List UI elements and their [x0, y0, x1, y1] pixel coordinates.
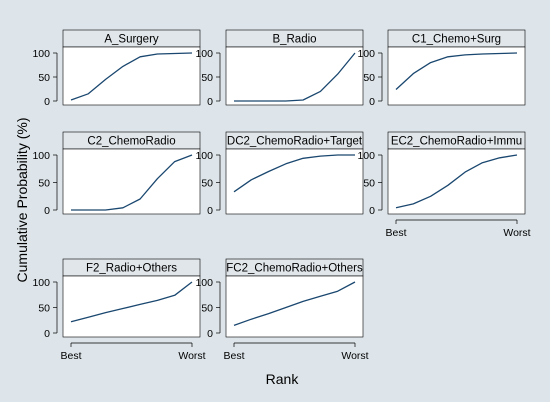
y-tick-label: 50 [201, 178, 213, 190]
series-line [70, 281, 193, 323]
y-tick-label: 50 [38, 303, 50, 315]
y-tick-label: 50 [363, 72, 375, 84]
y-tick-label: 0 [44, 328, 50, 340]
panel-title: FC2_ChemoRadio+Others [226, 263, 363, 275]
y-tick-label: 0 [207, 205, 213, 217]
x-tick-label: Worst [503, 227, 530, 239]
y-tick-label: 50 [363, 178, 375, 190]
y-tick-label: 0 [369, 96, 375, 108]
panel-title: DC2_ChemoRadio+Target [227, 136, 363, 148]
panel: C2_ChemoRadio 0 50 100 [32, 131, 201, 217]
y-tick-label: 50 [38, 178, 50, 190]
y-tick-label: 100 [32, 48, 50, 60]
x-tick-label: Best [223, 350, 244, 362]
panel-title: F2_Radio+Others [86, 263, 177, 275]
panel: EC2_ChemoRadio+Immu 0 50 100 Best Worst [357, 131, 531, 239]
panel: FC2_ChemoRadio+Others 0 50 100 Best Worst [195, 258, 369, 362]
plot-area [62, 148, 201, 215]
plot-area [225, 148, 364, 215]
y-tick-label: 0 [207, 328, 213, 340]
series-line [395, 154, 518, 209]
y-tick-label: 0 [44, 96, 50, 108]
series-line [233, 281, 356, 327]
x-tick-label: Best [60, 350, 81, 362]
panel: DC2_ChemoRadio+Target 0 50 100 [195, 131, 364, 217]
y-tick-label: 100 [357, 150, 375, 162]
y-tick-label: 50 [38, 72, 50, 84]
panel-title: C2_ChemoRadio [87, 136, 175, 148]
y-tick-label: 0 [207, 96, 213, 108]
y-tick-label: 100 [32, 277, 50, 289]
series-line [233, 154, 355, 193]
x-tick-label: Worst [341, 350, 368, 362]
y-axis-title: Cumulative Probability (%) [14, 118, 30, 283]
panel-grid: A_Surgery050100B_Radio050100C1_Chemo+Sur… [32, 29, 531, 362]
plot-area [387, 148, 526, 215]
y-tick-label: 0 [369, 205, 375, 217]
x-axis-title: Rank [266, 371, 300, 387]
series-line [70, 52, 193, 101]
y-tick-label: 50 [201, 72, 213, 84]
series-line [395, 52, 518, 90]
panel-title: EC2_ChemoRadio+Immu [391, 136, 522, 148]
y-tick-label: 100 [195, 277, 213, 289]
y-tick-label: 100 [32, 150, 50, 162]
y-tick-label: 100 [195, 48, 213, 60]
y-tick-label: 100 [195, 150, 213, 162]
x-tick-label: Best [385, 227, 406, 239]
y-tick-label: 50 [201, 303, 213, 315]
panel-title: B_Radio [272, 34, 316, 46]
panel: C1_Chemo+Surg 0 50 100 [357, 29, 526, 108]
series-line [234, 52, 356, 102]
series-line [71, 154, 193, 211]
panel-title: C1_Chemo+Surg [412, 34, 501, 46]
plot-area [225, 46, 364, 106]
plot-area [225, 275, 364, 338]
x-tick-label: Worst [178, 350, 205, 362]
plot-area [62, 46, 201, 106]
panel-title: A_Surgery [104, 34, 159, 46]
y-tick-label: 0 [44, 205, 50, 217]
panel: B_Radio 0 50 100 [195, 29, 364, 108]
panel: F2_Radio+Others 0 50 100 Best Worst [32, 258, 206, 362]
y-tick-label: 100 [357, 48, 375, 60]
panel: A_Surgery 0 50 100 [32, 29, 201, 108]
